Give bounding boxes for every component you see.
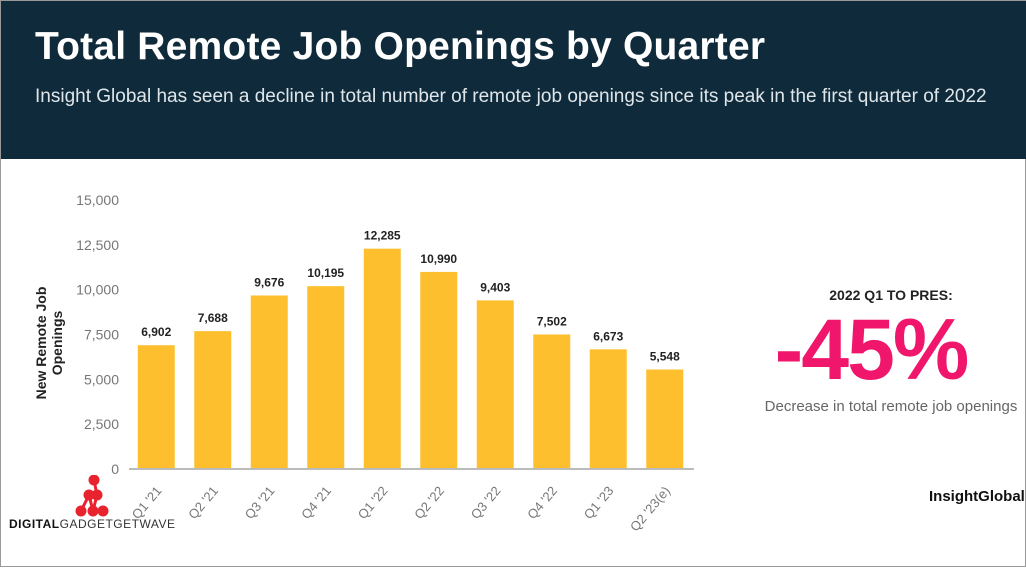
- watermark-rest: GADGETGETWAVE: [59, 517, 176, 531]
- y-tick-label: 2,500: [84, 416, 119, 432]
- bar: [533, 334, 571, 469]
- y-tick-label: 10,000: [76, 282, 119, 298]
- x-tick-label: Q2 '23(e): [627, 483, 673, 534]
- bar: [420, 271, 458, 469]
- header-banner: Total Remote Job Openings by Quarter Ins…: [1, 1, 1026, 159]
- bar: [476, 300, 514, 469]
- x-tick-label: Q2 '21: [185, 483, 221, 522]
- y-tick-label: 12,500: [76, 237, 119, 253]
- x-tick-label: Q3 '21: [242, 483, 278, 522]
- callout-value: -45%: [774, 302, 970, 398]
- watermark-logo-icon: [75, 475, 109, 517]
- data-label: 10,195: [307, 266, 344, 280]
- bar: [589, 349, 627, 469]
- bar: [363, 248, 401, 469]
- y-tick-label: 5,000: [84, 371, 119, 387]
- x-tick-label: Q1 '23: [581, 483, 617, 522]
- callout-description: Decrease in total remote job openings: [764, 398, 1018, 415]
- x-tick-label: Q2 '22: [411, 483, 447, 522]
- page-title: Total Remote Job Openings by Quarter: [35, 25, 766, 68]
- x-tick-label: Q4 '21: [298, 483, 334, 522]
- data-label: 9,676: [254, 275, 284, 289]
- data-label: 9,403: [480, 280, 510, 294]
- callout-heading: 2022 Q1 TO PRES:: [829, 287, 953, 303]
- y-tick-label: 0: [111, 461, 119, 477]
- x-tick-label: Q4 '22: [524, 483, 560, 522]
- bar: [194, 331, 232, 469]
- y-tick-label: 15,000: [76, 192, 119, 208]
- bar: [646, 369, 684, 469]
- data-label: 7,688: [198, 311, 228, 325]
- data-label: 5,548: [650, 350, 680, 364]
- watermark-bold: DIGITAL: [9, 517, 60, 531]
- y-tick-label: 7,500: [84, 327, 119, 343]
- y-axis-label: New Remote Job Openings: [33, 286, 65, 400]
- data-label: 10,990: [420, 252, 457, 266]
- page-subtitle: Insight Global has seen a decline in tot…: [35, 86, 987, 107]
- data-label: 6,673: [593, 329, 623, 343]
- data-label: 12,285: [364, 229, 401, 243]
- x-tick-label: Q1 '22: [355, 483, 391, 522]
- insight-global-logo: InsightGlobal: [929, 488, 1025, 505]
- x-tick-label: Q3 '22: [468, 483, 504, 522]
- data-label: 7,502: [537, 314, 567, 328]
- data-label: 6,902: [141, 325, 171, 339]
- bar: [307, 286, 345, 469]
- bar: [250, 295, 288, 469]
- bar: [137, 345, 175, 469]
